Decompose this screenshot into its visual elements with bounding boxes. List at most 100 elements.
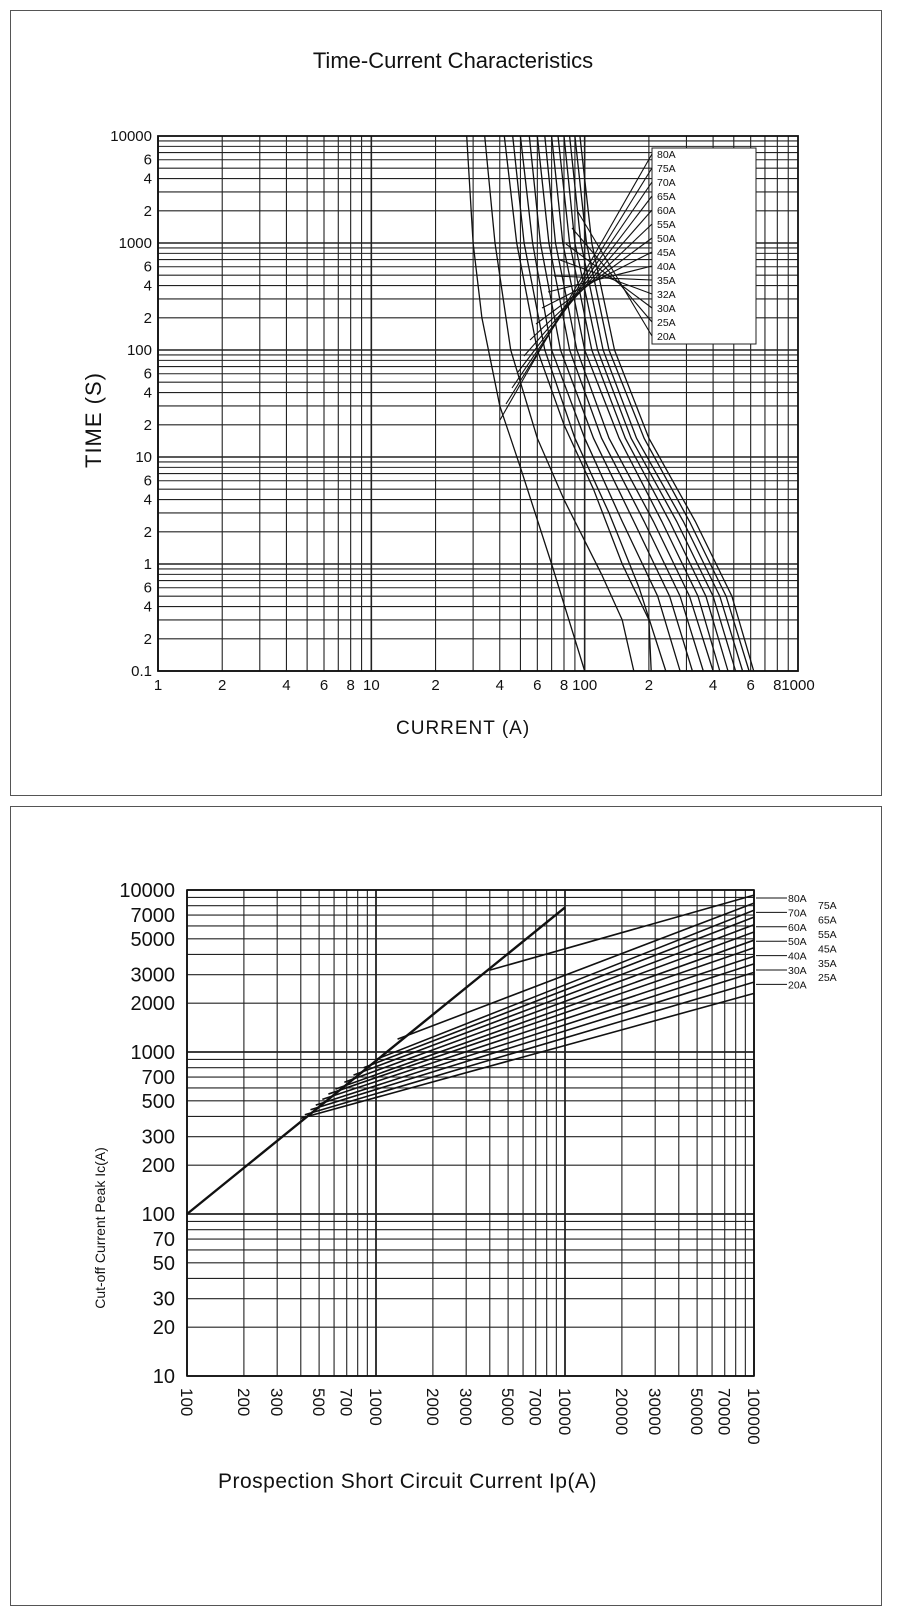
y-tick-label: 6 (144, 473, 152, 490)
legend-label-60A: 60A (788, 922, 807, 934)
grid (157, 136, 798, 672)
y-tick-label: 0.1 (131, 663, 152, 680)
y-tick-label: 10 (153, 1366, 175, 1388)
grid (186, 889, 755, 1377)
x-tick-label: 6 (533, 677, 541, 694)
x-tick-label: 2 (218, 677, 226, 694)
y-tick-label: 7000 (131, 905, 176, 927)
legend-leader-25A (571, 227, 653, 323)
y-tick-label: 4 (144, 599, 152, 616)
y-tick-label: 1000 (119, 235, 152, 252)
y-tick-label: 100 (127, 342, 152, 359)
y-tick-label: 6 (144, 366, 152, 383)
legend-label-55A: 55A (657, 219, 676, 231)
legend-label-40A: 40A (657, 261, 676, 273)
x-tick-label: 1000 (366, 1388, 385, 1426)
curve-80A (489, 894, 755, 971)
x-tick-label: 1 (154, 677, 162, 694)
curve-60A (353, 924, 755, 1076)
legend-label-65A: 65A (657, 191, 676, 203)
legend-leader-30A (565, 243, 653, 309)
curve-80A (579, 135, 755, 672)
x-tick-label: 2 (431, 677, 439, 694)
x-tick-label: 4 (282, 677, 290, 694)
legend-label-30A: 30A (788, 965, 807, 977)
legend-leader-60A (523, 209, 653, 357)
y-tick-label: 6 (144, 259, 152, 276)
legend-leader-80A (499, 153, 653, 421)
x-tick-label: 4 (709, 677, 717, 694)
legend-label-20A: 20A (788, 979, 807, 991)
legend-label-25A: 25A (818, 972, 837, 984)
y-tick-label: 2 (144, 417, 152, 434)
legend-label-40A: 40A (788, 951, 807, 963)
y-tick-label: 6 (144, 152, 152, 169)
curve-40A (528, 135, 694, 672)
y-tick-label: 300 (142, 1127, 175, 1149)
legend-label-45A: 45A (818, 943, 837, 955)
x-tick-label: 6 (747, 677, 755, 694)
y-tick-label: 2 (144, 631, 152, 648)
curve-35A (315, 963, 755, 1106)
curve-40A (322, 955, 755, 1101)
y-tick-label: 2000 (131, 993, 176, 1015)
x-tick-label: 4 (496, 677, 504, 694)
legend-label-80A: 80A (657, 149, 676, 161)
legend-label-75A: 75A (818, 900, 837, 912)
legend-label-35A: 35A (818, 958, 837, 970)
legend-label-35A: 35A (657, 275, 676, 287)
curve-20A (466, 135, 586, 672)
curve-35A (519, 135, 681, 672)
curve-30A (503, 135, 652, 672)
legend-leader-32A (559, 259, 653, 295)
x-tick-label: 100 (177, 1388, 196, 1416)
x-tick-label: 500 (309, 1388, 328, 1416)
legend-leader-20A (577, 211, 653, 337)
chart-title: Time-Current Characteristics (312, 48, 594, 73)
legend-label-60A: 60A (657, 205, 676, 217)
curve-30A (310, 971, 755, 1111)
curve-25A (304, 981, 755, 1116)
legend-label-65A: 65A (818, 915, 837, 927)
x-tick-label: 100000 (744, 1388, 763, 1445)
x-tick-label: 1000 (781, 677, 814, 694)
legend-label-70A: 70A (657, 177, 676, 189)
x-axis-label-prospective: Prospection Short Circuit Current Ip(A) (218, 1470, 597, 1493)
x-tick-label: 70000 (715, 1388, 734, 1435)
curve-45A (328, 947, 755, 1095)
x-tick-label: 3000 (456, 1388, 475, 1426)
curve-20A (300, 992, 755, 1120)
legend-label-70A: 70A (788, 907, 807, 919)
y-tick-label: 6 (144, 580, 152, 597)
curve-32A (512, 135, 667, 672)
y-tick-label: 2 (144, 203, 152, 220)
time-current-chart: 80A 75A 70A 65A 60A 55A 50A 45A 40A 35A 32A 30A 25A 2… (110, 128, 814, 694)
plot-frame (186, 889, 755, 1377)
curve-60A (557, 135, 729, 672)
curve-70A (375, 909, 755, 1061)
legend-leader-40A (547, 265, 653, 293)
x-tick-label: 10 (363, 677, 380, 694)
y-tick-label: 3000 (131, 965, 176, 987)
legend-label-75A: 75A (657, 163, 676, 175)
y-tick-label: 4 (144, 171, 152, 188)
y-tick-label: 10000 (119, 880, 175, 902)
x-tick-label: 6 (320, 677, 328, 694)
y-tick-label: 70 (153, 1229, 175, 1251)
legend-label-32A: 32A (657, 289, 676, 301)
x-tick-label: 2000 (423, 1388, 442, 1426)
x-tick-label: 700 (337, 1388, 356, 1416)
legend-label-20A: 20A (657, 331, 676, 343)
x-tick-label: 7000 (526, 1388, 545, 1426)
y-tick-label: 100 (142, 1204, 175, 1226)
curve-55A (550, 135, 721, 672)
curve-50A (544, 135, 714, 672)
curve-65A (563, 135, 737, 672)
y-tick-label: 4 (144, 278, 152, 295)
x-tick-label: 200 (234, 1388, 253, 1416)
curve-55A (344, 931, 755, 1084)
x-tick-label: 8 (346, 677, 354, 694)
y-tick-label: 700 (142, 1067, 175, 1089)
legend-label-50A: 50A (657, 233, 676, 245)
x-tick-label: 100 (572, 677, 597, 694)
